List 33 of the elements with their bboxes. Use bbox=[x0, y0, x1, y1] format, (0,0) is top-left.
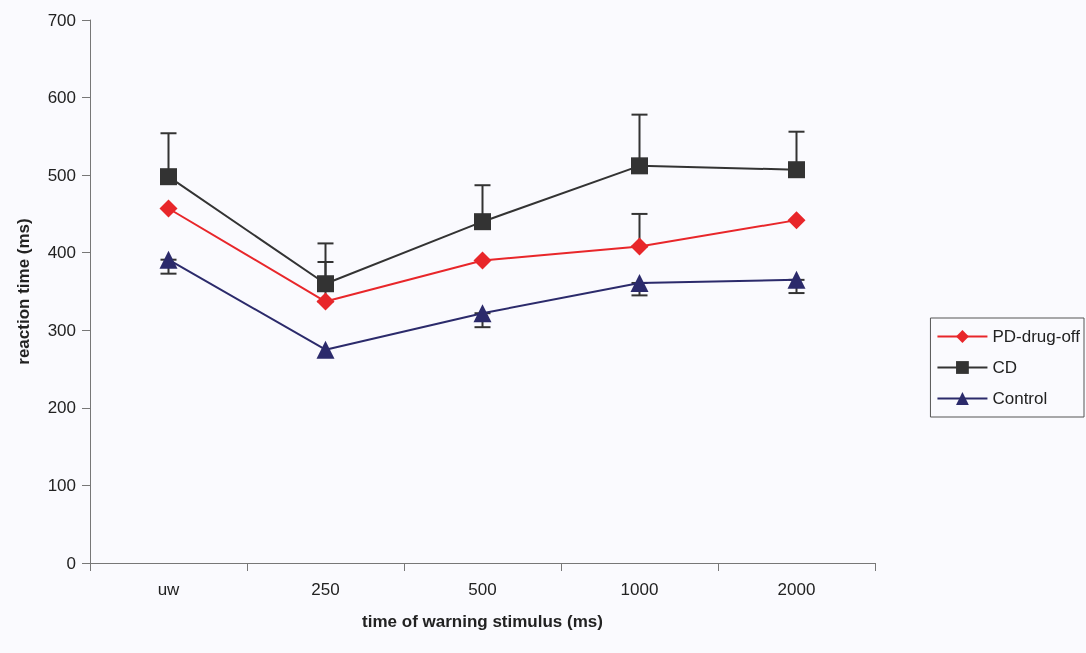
point bbox=[473, 251, 492, 270]
point bbox=[630, 237, 649, 256]
legend-label: PD-drug-off bbox=[992, 327, 1081, 346]
point bbox=[630, 273, 649, 292]
x-tick-label: 2000 bbox=[777, 580, 816, 599]
point bbox=[787, 211, 806, 230]
y-tick-label: 300 bbox=[47, 320, 76, 340]
point bbox=[316, 292, 335, 311]
y-tick-label: 200 bbox=[47, 398, 76, 418]
y-tick-label: 600 bbox=[47, 88, 76, 108]
point bbox=[631, 157, 648, 175]
point bbox=[474, 213, 491, 231]
point bbox=[159, 250, 178, 269]
x-tick-label: 250 bbox=[311, 580, 340, 599]
y-tick-label: 700 bbox=[47, 10, 76, 30]
y-tick-label: 100 bbox=[47, 475, 76, 495]
point bbox=[159, 199, 178, 218]
y-axis-title: reaction time (ms) bbox=[14, 218, 33, 365]
legend-label: CD bbox=[992, 358, 1018, 377]
x-axis-title: time of warning stimulus (ms) bbox=[362, 612, 603, 631]
legend-label: Control bbox=[992, 389, 1048, 408]
point bbox=[160, 168, 177, 186]
point bbox=[473, 304, 492, 323]
point bbox=[788, 161, 805, 179]
x-tick-label: uw bbox=[157, 580, 181, 599]
point bbox=[787, 270, 806, 289]
y-tick-label: 0 bbox=[66, 553, 76, 573]
x-tick-label: 1000 bbox=[620, 580, 659, 599]
y-tick-label: 500 bbox=[47, 165, 76, 185]
point bbox=[317, 275, 334, 293]
x-tick-label: 500 bbox=[468, 580, 497, 599]
point bbox=[316, 340, 335, 359]
y-tick-label: 400 bbox=[47, 243, 76, 263]
